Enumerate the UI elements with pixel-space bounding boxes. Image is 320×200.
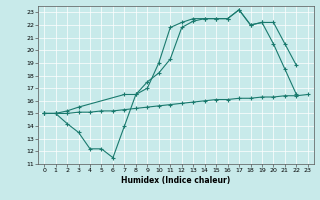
- X-axis label: Humidex (Indice chaleur): Humidex (Indice chaleur): [121, 176, 231, 185]
